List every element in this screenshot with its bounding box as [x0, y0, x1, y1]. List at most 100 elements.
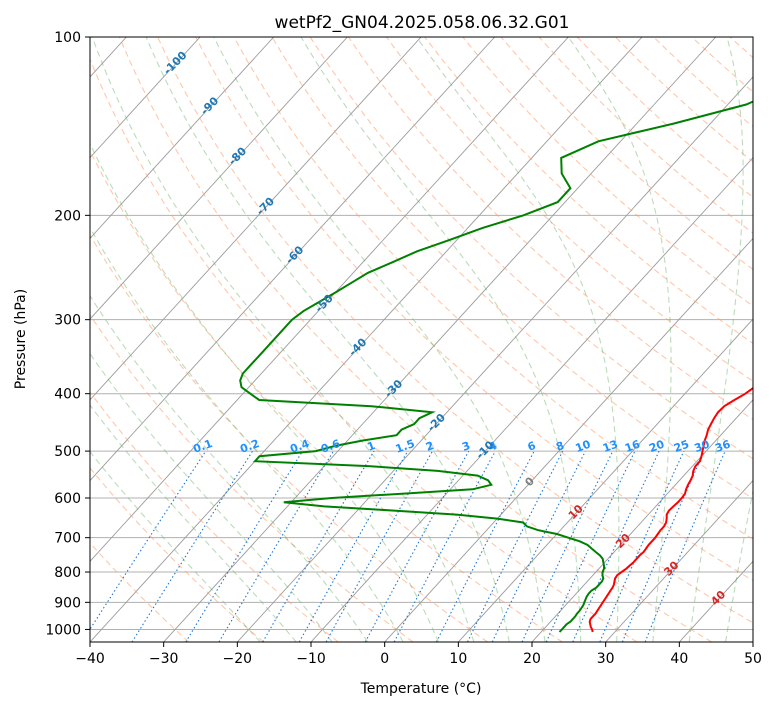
y-tick-label: 200 [54, 208, 81, 224]
series-lines [239, 100, 753, 633]
dry-adiabat-line [271, 37, 753, 500]
mixing-ratio-line [599, 450, 685, 642]
moist-adiabat-line [91, 37, 475, 642]
dry-adiabat-line [90, 542, 190, 642]
mixing-ratio-label: 8 [554, 439, 566, 454]
mixing-ratio-line [131, 450, 254, 642]
mixing-ratio-label: 13 [601, 438, 620, 455]
dry-adiabat-line [90, 467, 264, 642]
x-tick-label: 10 [449, 651, 467, 667]
moist-adiabat-line [90, 404, 297, 642]
moist-adiabat-line [725, 488, 753, 642]
x-tick-label: −30 [149, 651, 179, 667]
isotherm-line [605, 479, 753, 642]
moist-adiabat-line [688, 37, 744, 642]
moist-adiabat-line [213, 37, 546, 642]
mixing-ratio-label: 1.5 [394, 437, 417, 456]
inplot-labels: 0.1 0.2 0.4 0.6 1 1.5 2 3 4 6 8 10 13 16 20 25 30 36-100-… [161, 48, 733, 608]
dry-adiabat-line [576, 37, 753, 198]
mixing-ratio-line [218, 450, 334, 642]
mixing-ratio-label: 0.1 [191, 437, 214, 456]
dewpoint-line [239, 100, 753, 633]
plot-area: 0.1 0.2 0.4 0.6 1 1.5 2 3 4 6 8 10 13 16 20 25 30 36-100-… [90, 37, 753, 642]
plot-frame [89, 36, 754, 643]
dry-adiabat-line [195, 37, 753, 582]
mixing-ratio-label: 3 [460, 439, 472, 454]
moist-adiabat-line [90, 352, 333, 642]
moist-adiabat-line [90, 226, 404, 642]
moist-adiabat-line [90, 450, 261, 642]
x-tick-label: 50 [744, 651, 762, 667]
mixing-ratio-line [521, 450, 614, 642]
isotherm-line [90, 37, 643, 642]
x-tick-label: −40 [75, 651, 105, 667]
mixing-ratio-label: 20 [647, 438, 666, 456]
isotherm-line [90, 37, 348, 320]
isotherm-label: 0 [522, 474, 537, 489]
moist-adiabat-lines [90, 37, 753, 642]
mixing-ratio-label: 4 [487, 439, 499, 454]
mixing-ratio-line [491, 450, 586, 642]
mixing-ratio-label: 10 [574, 438, 593, 456]
isotherm-line [384, 237, 753, 642]
x-axis-label: Temperature (°C) [360, 681, 482, 697]
y-tick-label: 800 [54, 565, 81, 581]
dry-adiabat-lines [90, 37, 753, 642]
y-tick-label: 300 [54, 313, 81, 329]
dry-adiabat-line [691, 37, 753, 93]
y-axis-label: Pressure (hPa) [13, 289, 29, 389]
mixing-ratio-label: 36 [713, 438, 732, 456]
mixing-ratio-label: 1 [365, 439, 377, 454]
x-axis: −40 −30 −20 −10 0 10 20 30 40 50 [75, 642, 762, 667]
mixing-ratio-line [90, 450, 207, 631]
moist-adiabat-line [145, 37, 510, 642]
dry-adiabat-line [90, 313, 414, 642]
mixing-ratio-line [364, 450, 470, 642]
x-tick-label: 0 [380, 651, 389, 667]
mixing-ratio-label: 6 [526, 439, 538, 454]
mixing-ratio-label: 25 [672, 438, 691, 455]
isotherm-line [90, 37, 201, 159]
moist-adiabat-line [90, 294, 369, 642]
dry-adiabat-line [90, 149, 563, 642]
isotherm-line [90, 37, 422, 401]
dry-adiabat-line [653, 37, 753, 128]
mixing-ratio-line [644, 450, 726, 642]
moist-adiabat-line [567, 37, 672, 642]
y-axis: 100 200 300 400 500 600 700 800 900 1000 [45, 30, 90, 638]
mixing-ratio-line [621, 450, 705, 642]
dry-adiabat-line [90, 234, 488, 642]
isotherm-line [458, 318, 753, 642]
isotherm-grid [90, 37, 753, 642]
mixing-ratio-label: 2 [424, 439, 436, 454]
dry-adiabat-line [615, 37, 753, 163]
moist-adiabat-line [300, 37, 582, 642]
y-tick-label: 600 [54, 491, 81, 507]
y-tick-label: 700 [54, 531, 81, 547]
temperature-line [588, 386, 753, 633]
chart-title: wetPf2_GN04.2025.058.06.32.G01 [275, 13, 570, 33]
mixing-ratio-label: 30 [693, 438, 712, 456]
mixing-ratio-lines [90, 450, 726, 642]
isotherm-line [531, 399, 753, 642]
y-tick-label: 1000 [45, 622, 81, 638]
x-tick-label: 20 [523, 651, 541, 667]
mixing-ratio-line [325, 450, 433, 642]
dry-adiabat-line [347, 37, 753, 421]
x-tick-label: −10 [296, 651, 326, 667]
dry-adiabat-line [309, 37, 753, 460]
mixing-ratio-line [393, 450, 496, 642]
isotherm-line [90, 37, 496, 482]
isotherm-line [163, 37, 717, 642]
dry-adiabat-line [157, 37, 753, 624]
isobar-grid [90, 37, 753, 630]
x-tick-label: −20 [223, 651, 253, 667]
mixing-ratio-label: 0.6 [319, 437, 342, 456]
dry-adiabat-line [118, 37, 712, 642]
mixing-ratio-line [262, 450, 375, 642]
moist-adiabat-line [416, 37, 620, 642]
y-tick-label: 500 [54, 444, 81, 460]
mixing-ratio-label: 0.2 [238, 437, 261, 456]
y-tick-label: 400 [54, 387, 81, 403]
mixing-ratio-line [185, 450, 304, 642]
